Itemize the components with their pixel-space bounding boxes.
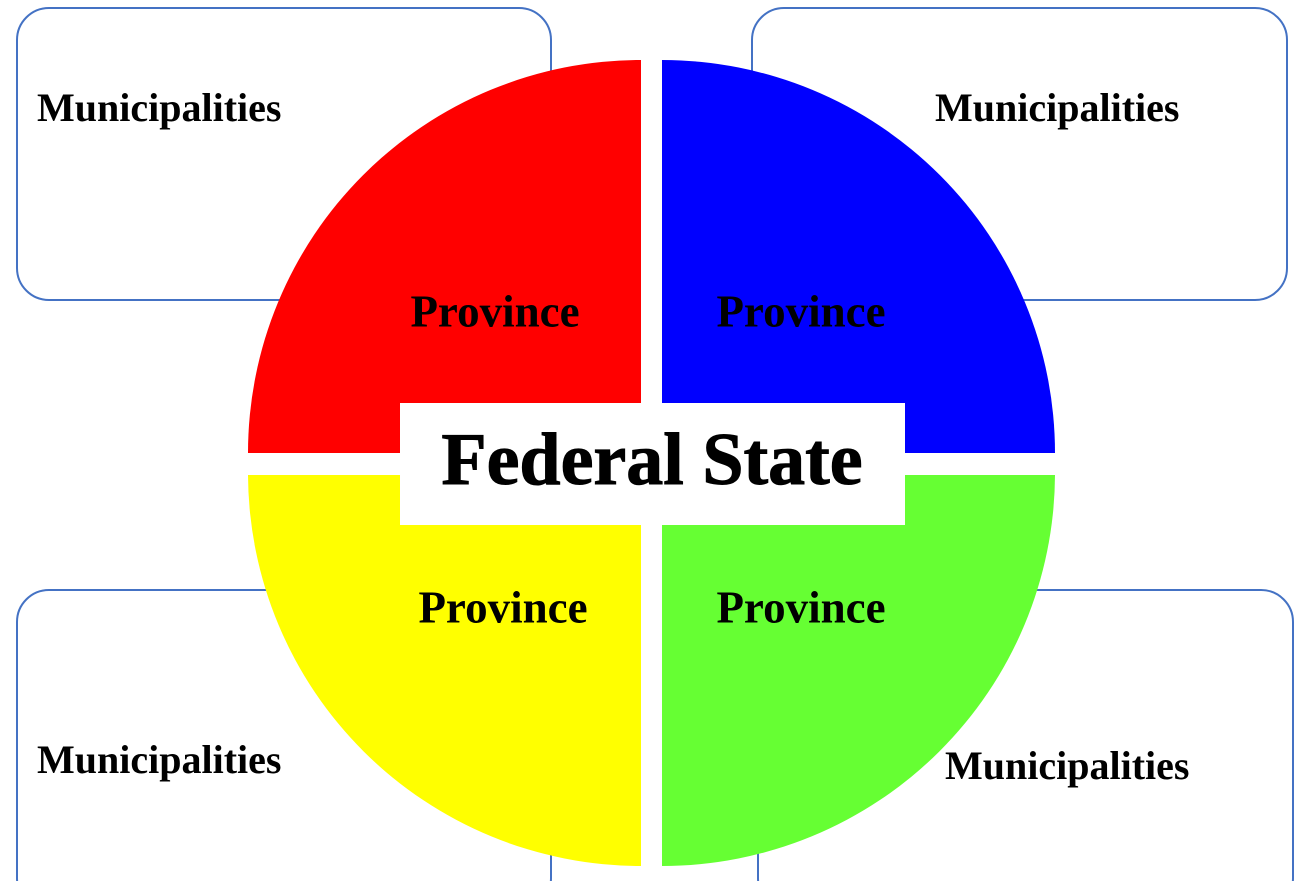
municipality-label: Municipalities: [935, 85, 1179, 130]
center-label: Federal State: [441, 419, 862, 501]
province-label: Province: [410, 286, 579, 336]
province-quadrant: [662, 475, 1055, 866]
municipality-label: Municipalities: [945, 743, 1189, 788]
province-label: Province: [716, 286, 885, 336]
center-box: [400, 403, 905, 525]
province-label: Province: [716, 582, 885, 632]
province-quadrant: [662, 60, 1055, 453]
municipality-label: Municipalities: [37, 737, 281, 782]
province-quadrant: [248, 60, 641, 453]
province-quadrant: [248, 475, 641, 866]
municipality-label: Municipalities: [37, 85, 281, 130]
province-label: Province: [418, 582, 587, 632]
